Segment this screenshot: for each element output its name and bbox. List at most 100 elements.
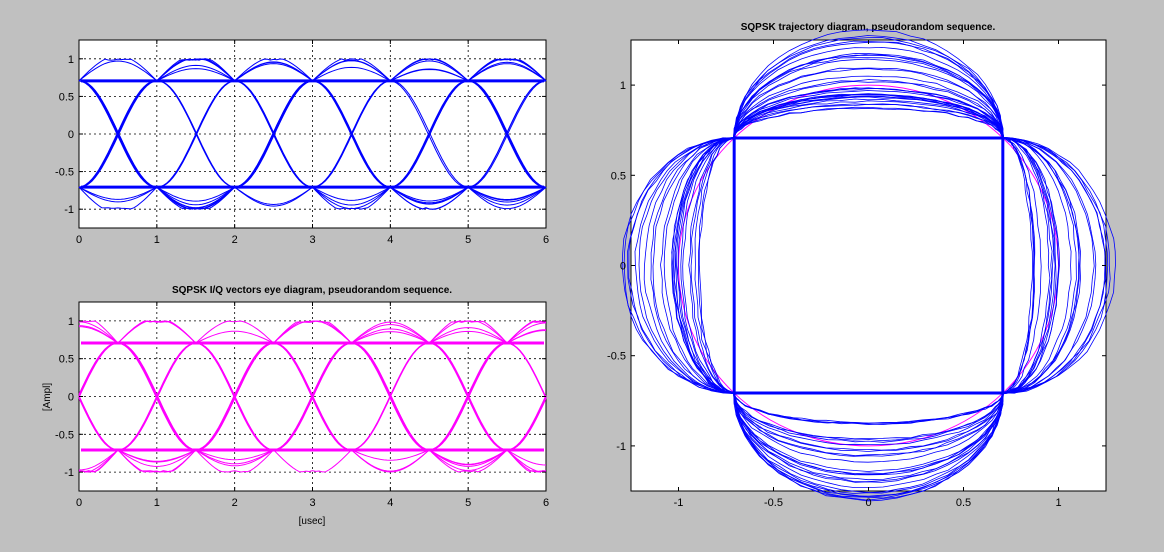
trajectory-trace (694, 137, 736, 395)
trajectory-trace (1002, 137, 1033, 394)
trajectory-trace (1002, 136, 1057, 395)
trajectory-trace (1001, 137, 1036, 395)
x-tick-label: 0.5 (956, 497, 971, 509)
trajectory-title: SQPSK trajectory diagram, pseudorandom s… (741, 22, 996, 33)
q-eye-diagram-axes: SQPSK I/Q vectors eye diagram, pseudoran… (42, 285, 549, 527)
y-tick-label: 0 (620, 261, 626, 273)
trajectory-trace (732, 29, 1004, 139)
trajectory-trace (734, 81, 1004, 138)
trajectory-trace (733, 46, 1003, 139)
trajectory-trace (733, 392, 1004, 451)
x-tick-label: 3 (309, 234, 315, 246)
trajectory-trace (734, 392, 1004, 501)
trajectory-trace (1002, 137, 1080, 394)
trajectory-trace (734, 393, 1004, 494)
x-tick-label: 4 (387, 497, 393, 509)
trajectory-trace (733, 103, 1004, 139)
trajectory-trace (643, 137, 736, 394)
trajectory-trace (733, 106, 1004, 139)
y-tick-label: 1 (68, 316, 74, 328)
i-eye-grid (79, 40, 546, 228)
trajectory-trace (1002, 137, 1053, 393)
trajectory-trace (627, 137, 735, 395)
trajectory-trace (733, 87, 1004, 139)
x-tick-label: 1 (1055, 497, 1061, 509)
y-tick-label: -1 (64, 204, 74, 216)
x-tick-label: 4 (387, 234, 393, 246)
trajectory-trace (734, 392, 1003, 440)
y-tick-label: -1 (616, 441, 626, 453)
trajectory-trace (1002, 136, 1097, 393)
trajectory-trace (733, 392, 1004, 475)
y-tick-label: 0.5 (59, 354, 74, 366)
trajectory-trace (1001, 137, 1056, 394)
trajectory-trace (733, 392, 1004, 424)
trajectory-trace (733, 392, 1004, 497)
trajectory-trace (688, 137, 735, 393)
trajectory-trace (733, 392, 1003, 452)
trajectory-trace (690, 137, 735, 393)
y-tick-label: 1 (68, 54, 74, 66)
trajectory-axes: SQPSK trajectory diagram, pseudorandom s… (607, 22, 1116, 509)
x-tick-label: 2 (232, 234, 238, 246)
trajectory-trace (1002, 138, 1111, 395)
trajectory-trace (733, 68, 1003, 139)
trajectory-trace (732, 54, 1004, 139)
q-eye-xlabel: [usec] (299, 516, 326, 527)
x-tick-label: 0 (865, 497, 871, 509)
trajectory-trace (733, 93, 1003, 139)
trajectory-ticks: -1 -0.5 0 0.5 1 1 0.5 0 -0.5 -1 (607, 40, 1106, 509)
y-tick-label: -0.5 (55, 429, 74, 441)
x-tick-label: 5 (465, 234, 471, 246)
trajectory-trace (734, 75, 1003, 138)
i-eye-ticks: 0 1 2 3 4 5 6 1 0.5 0 -0.5 -1 (55, 40, 549, 246)
trajectory-trace (733, 90, 1004, 139)
q-eye-traces (78, 320, 547, 473)
trajectory-trace (698, 137, 735, 394)
q-eye-ticks: 0 1 2 3 4 5 6 1 0.5 0 -0.5 -1 (55, 302, 549, 509)
y-tick-label: -1 (64, 467, 74, 479)
x-tick-label: 0 (76, 234, 82, 246)
trajectory-trace (734, 392, 1004, 457)
x-tick-label: 5 (465, 497, 471, 509)
x-tick-label: -1 (674, 497, 684, 509)
trajectory-traces (621, 29, 1116, 502)
trajectory-trace (733, 95, 1003, 139)
trajectory-trace (733, 98, 1003, 139)
y-tick-label: -0.5 (55, 167, 74, 179)
trajectory-trace (734, 392, 1004, 483)
trajectory-trace (733, 392, 1003, 476)
trajectory-trace (1001, 136, 1060, 393)
q-eye-ylabel: [Ampl] (42, 383, 53, 412)
trajectory-trace (732, 37, 1004, 139)
trajectory-trace (650, 137, 734, 393)
trajectory-trace (733, 392, 1004, 502)
x-tick-label: 6 (543, 234, 549, 246)
trajectory-trace (1002, 137, 1106, 394)
trajectory-trace (682, 137, 735, 394)
trajectory-trace (733, 392, 1003, 463)
trajectory-trace (672, 137, 735, 394)
y-tick-label: 0.5 (59, 91, 74, 103)
trajectory-trace (733, 107, 1004, 138)
trajectory-trace (663, 137, 734, 395)
trajectory-trace (1002, 136, 1035, 395)
x-tick-label: 3 (309, 497, 315, 509)
trajectory-trace (623, 137, 734, 394)
x-tick-label: 1 (154, 234, 160, 246)
trajectory-trace (733, 67, 1005, 139)
x-tick-label: 6 (543, 497, 549, 509)
trajectory-trace (734, 392, 1004, 446)
y-tick-label: 0 (68, 392, 74, 404)
y-tick-label: 0 (68, 129, 74, 141)
trajectory-trace (734, 52, 1003, 138)
q-eye-title: SQPSK I/Q vectors eye diagram, pseudoran… (172, 285, 452, 296)
x-tick-label: -0.5 (764, 497, 783, 509)
y-tick-label: -0.5 (607, 351, 626, 363)
i-eye-diagram-axes: 0 1 2 3 4 5 6 1 0.5 0 -0.5 -1 (55, 39, 549, 246)
q-eye-grid (79, 302, 546, 491)
trajectory-trace (733, 393, 1004, 443)
eye-trace (78, 322, 547, 472)
trajectory-trace (660, 137, 735, 394)
